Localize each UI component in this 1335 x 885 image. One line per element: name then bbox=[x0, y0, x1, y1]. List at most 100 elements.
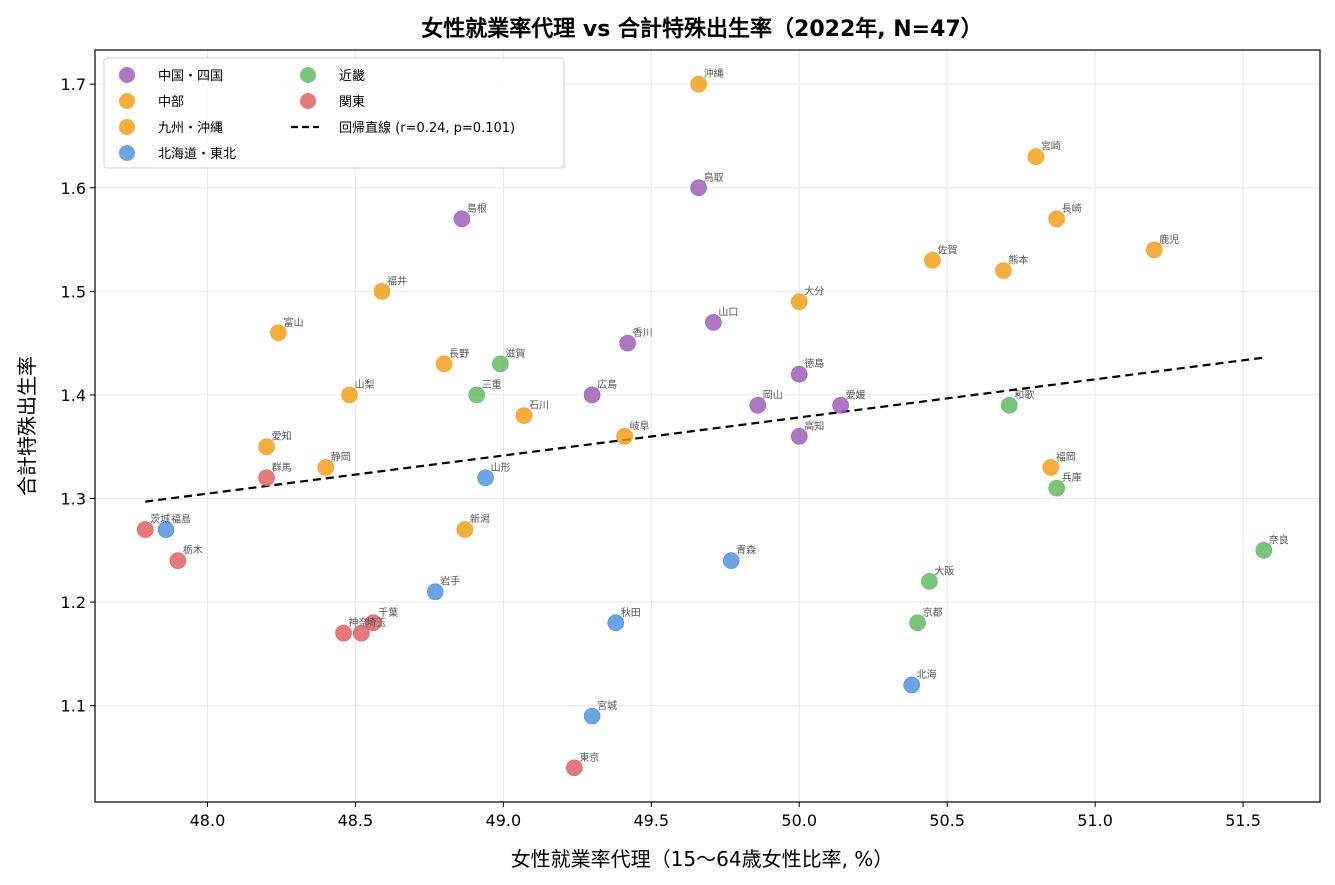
scatter-point bbox=[515, 407, 533, 424]
x-axis-label: 女性就業率代理（15〜64歳女性比率, %） bbox=[511, 847, 894, 871]
chart-title: 女性就業率代理 vs 合計特殊出生率（2022年, N=47） bbox=[421, 16, 982, 42]
scatter-point bbox=[705, 314, 722, 331]
x-tick-label: 48.5 bbox=[338, 811, 374, 830]
scatter-point bbox=[1027, 148, 1045, 165]
point-label: 東京 bbox=[579, 751, 599, 764]
plot-frame bbox=[94, 49, 1321, 803]
scatter-point bbox=[453, 210, 471, 228]
x-tick-label: 50.5 bbox=[929, 811, 965, 830]
point-label: 熊本 bbox=[1008, 254, 1028, 267]
scatter-point bbox=[456, 521, 474, 538]
scatter-point bbox=[909, 614, 926, 632]
scatter-point bbox=[426, 583, 444, 601]
point-label: 千葉 bbox=[378, 606, 398, 619]
scatter-point bbox=[790, 365, 808, 383]
point-label: 和歌 bbox=[1014, 388, 1034, 401]
x-tick-label: 51.5 bbox=[1225, 811, 1261, 830]
scatter-point bbox=[492, 355, 509, 373]
scatter-point bbox=[832, 396, 849, 414]
x-tick-label: 48.0 bbox=[190, 811, 226, 830]
scatter-point bbox=[583, 707, 601, 725]
scatter-point bbox=[566, 759, 583, 777]
ticks-layer: 48.0 48.5 49.0 49.5 50.0 50.5 51.0 51.5 1.1 1.2 1.… bbox=[61, 75, 1261, 830]
scatter-point bbox=[1255, 541, 1273, 559]
point-label: 宮崎 bbox=[1041, 140, 1061, 153]
x-tick-label: 49.0 bbox=[486, 811, 522, 830]
point-label: 埼玉 bbox=[366, 616, 386, 629]
scatter-point bbox=[903, 676, 920, 694]
scatter-point bbox=[137, 521, 154, 538]
x-tick-label: 51.0 bbox=[1077, 811, 1113, 830]
y-tick-label: 1.3 bbox=[61, 490, 86, 509]
point-label: 鳥取 bbox=[704, 171, 724, 184]
scatter-point bbox=[690, 75, 707, 93]
point-label: 北海 bbox=[917, 668, 937, 681]
scatter-point bbox=[790, 428, 808, 445]
point-label: 高知 bbox=[804, 419, 824, 432]
scatter-point bbox=[921, 573, 938, 590]
scatter-point bbox=[157, 521, 175, 538]
y-tick-label: 1.5 bbox=[61, 282, 86, 301]
point-label: 茨城 bbox=[150, 513, 170, 526]
point-label: 滋賀 bbox=[505, 347, 525, 360]
scatter-point bbox=[353, 624, 370, 642]
scatter-point bbox=[477, 469, 494, 487]
point-label: 岡山 bbox=[763, 389, 783, 401]
point-label: 愛知 bbox=[272, 430, 292, 443]
scatter-point bbox=[924, 251, 941, 269]
scatter-point bbox=[995, 262, 1012, 279]
point-label: 広島 bbox=[597, 378, 617, 391]
point-label: 大阪 bbox=[934, 564, 954, 577]
scatter-point bbox=[749, 396, 767, 414]
point-label: 長野 bbox=[449, 348, 469, 360]
point-label: 青森 bbox=[736, 544, 756, 557]
point-label: 三重 bbox=[482, 378, 502, 391]
point-label: 山口 bbox=[718, 306, 738, 318]
scatter-point bbox=[335, 624, 352, 642]
legend-marker bbox=[119, 145, 135, 161]
y-axis-label: 合計特殊出生率 bbox=[15, 356, 39, 496]
scatter-point bbox=[607, 614, 625, 632]
legend-label: 北海道・東北 bbox=[158, 146, 236, 162]
point-label: 宮城 bbox=[597, 699, 617, 712]
point-label: 石川 bbox=[529, 401, 549, 412]
point-label: 佐賀 bbox=[937, 244, 957, 256]
point-label: 秋田 bbox=[621, 606, 641, 619]
legend-marker bbox=[300, 93, 316, 109]
legend-label: 近畿 bbox=[339, 69, 365, 84]
y-tick-label: 1.1 bbox=[61, 697, 86, 716]
scatter-point bbox=[373, 283, 391, 300]
point-label: 岩手 bbox=[440, 575, 460, 588]
scatter-point bbox=[270, 324, 287, 342]
scatter-point bbox=[341, 386, 358, 404]
scatter-point bbox=[583, 386, 601, 404]
regression-layer bbox=[145, 356, 1264, 503]
scatter-point bbox=[468, 386, 486, 404]
scatter-point bbox=[616, 428, 633, 445]
point-label: 福井 bbox=[387, 274, 407, 287]
legend-box bbox=[103, 57, 565, 169]
legend-label: 関東 bbox=[339, 94, 365, 110]
y-tick-label: 1.7 bbox=[61, 75, 86, 94]
point-label: 兵庫 bbox=[1062, 471, 1082, 484]
point-label: 福岡 bbox=[1056, 450, 1076, 463]
scatter-point bbox=[1048, 479, 1065, 497]
point-label: 京都 bbox=[923, 606, 943, 619]
grid-layer bbox=[95, 50, 1320, 802]
point-label: 静岡 bbox=[331, 450, 351, 463]
legend-label: 中部 bbox=[158, 95, 184, 110]
x-tick-label: 50.0 bbox=[781, 811, 817, 830]
point-label: 香川 bbox=[633, 327, 653, 339]
y-tick-label: 1.6 bbox=[61, 179, 86, 198]
point-label: 長崎 bbox=[1062, 202, 1082, 215]
legend-label: 中国・四国 bbox=[158, 69, 223, 84]
scatter-point bbox=[722, 552, 740, 569]
point-label: 島根 bbox=[467, 202, 487, 215]
scatter-point bbox=[169, 552, 187, 569]
scatter-point bbox=[1145, 241, 1163, 259]
legend-label: 回帰直線 (r=0.24, p=0.101) bbox=[339, 120, 515, 136]
scatter-point bbox=[790, 293, 808, 311]
